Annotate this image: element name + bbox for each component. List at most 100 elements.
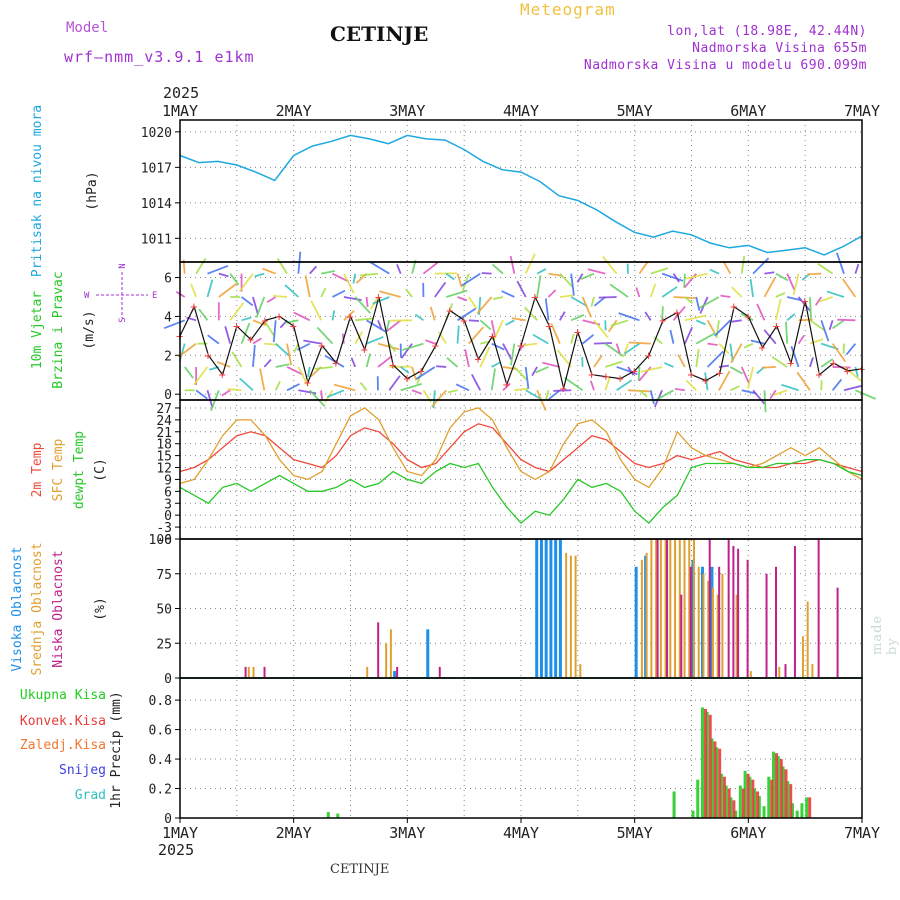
wind-arrow <box>468 319 479 322</box>
wind-arrow <box>807 272 822 276</box>
cloud-high-label: Visoka Oblacnost <box>10 546 25 671</box>
wind-arrow <box>525 389 542 401</box>
wind-gust-marker: + <box>830 356 837 370</box>
wind-arrow <box>231 351 243 368</box>
wind-arrow <box>826 290 845 298</box>
year-label-top: 2025 <box>163 84 199 102</box>
wind-gust-marker: + <box>659 313 666 327</box>
mid-cloud-bar <box>711 587 714 678</box>
wind-arrow <box>263 319 275 337</box>
wind-arrow <box>715 320 720 339</box>
mid-cloud-bar <box>697 566 700 678</box>
wind-arrow <box>677 354 686 368</box>
cloud-ytick-label: 0 <box>164 672 172 687</box>
wind-arrow <box>279 319 288 329</box>
wind-arrow <box>505 319 515 326</box>
cloud-ytick-label: 25 <box>156 637 172 652</box>
mid-cloud-bar <box>389 629 392 678</box>
wind-ytick-label: 6 <box>164 272 172 287</box>
wind-arrow <box>616 379 633 392</box>
wind-arrow <box>661 272 684 282</box>
high-cloud-bar <box>544 539 548 678</box>
wind-arrow <box>195 389 208 400</box>
wind-arrow <box>377 342 400 351</box>
wind-arrow <box>649 390 655 405</box>
wind-gust-marker: + <box>247 333 254 347</box>
wind-arrow <box>720 294 731 298</box>
wind-arrow <box>255 296 266 318</box>
total-precip-bar <box>762 806 766 818</box>
wind-arrow <box>275 363 290 368</box>
mid-cloud-bar <box>574 555 577 678</box>
wind-arrow <box>320 287 327 298</box>
wind-arrow <box>297 366 310 387</box>
wind-ytick-label: 0 <box>164 388 172 403</box>
wind-arrow <box>661 306 664 321</box>
wind-arrow <box>490 320 497 339</box>
wind-arrow <box>252 337 262 345</box>
mid-cloud-bar <box>247 666 250 678</box>
wind-arrow <box>468 326 485 345</box>
wind-arrow <box>218 272 229 278</box>
wind-arrow <box>649 283 657 298</box>
time-tick-top: 7MAY <box>844 102 880 120</box>
wind-gust-marker: + <box>801 294 808 308</box>
wind-arrow <box>359 381 368 391</box>
wind-gust-marker: + <box>190 300 197 314</box>
precip-ytick-label: 0 <box>164 812 172 827</box>
wind-arrow <box>750 339 765 345</box>
wind-arrow <box>616 366 638 375</box>
mid-cloud-bar <box>735 594 738 678</box>
wind-arrow <box>602 255 618 275</box>
wind-arrow <box>502 366 517 371</box>
mid-cloud-bar <box>385 643 388 678</box>
wind-arrow <box>252 319 267 327</box>
wind-arrow <box>650 267 669 275</box>
wind-arrow <box>559 311 566 321</box>
wind-arrow <box>740 312 754 322</box>
wind-arrow <box>674 387 685 392</box>
wind-arrow <box>193 366 209 386</box>
wind-arrow <box>455 383 470 392</box>
time-tick-bottom: 6MAY <box>730 824 766 842</box>
wind-arrow <box>547 289 557 298</box>
time-tick-top: 5MAY <box>617 102 653 120</box>
wind-arrow <box>510 343 516 366</box>
total-precip-bar <box>729 797 733 818</box>
wind-arrow <box>644 311 652 321</box>
wind-gust-marker: + <box>545 319 552 333</box>
mid-cloud-bar <box>693 539 695 678</box>
wind-arrow <box>429 306 436 321</box>
wind-arrow <box>266 296 277 304</box>
meteogram-label: Meteogram <box>520 0 616 19</box>
wind-arrow <box>545 390 550 401</box>
wind-arrow <box>240 322 251 344</box>
wind-arrow <box>293 343 300 354</box>
wind-gust-marker: + <box>460 313 467 327</box>
wind-arrow <box>221 389 231 397</box>
wind-arrow <box>309 389 326 407</box>
wind-arrow <box>775 272 789 282</box>
wind-arrow <box>587 268 606 275</box>
total-precip-bar <box>724 785 728 818</box>
wind-arrow <box>731 286 743 298</box>
wind-arrow <box>590 296 595 307</box>
temp-ytick-label: 15 <box>156 450 172 465</box>
wind-arrow <box>513 366 528 381</box>
wind-arrow <box>605 360 623 368</box>
wind-arrow <box>501 290 515 298</box>
temp-ytick-label: 6 <box>164 485 172 500</box>
wind-arrow <box>695 349 700 368</box>
wind-arrow <box>672 305 686 321</box>
low-cloud-bar <box>727 539 730 678</box>
low-cloud-bar <box>836 587 839 678</box>
time-tick-top: 3MAY <box>389 102 425 120</box>
wind-arrow <box>445 289 468 298</box>
wind-arrow <box>275 342 290 357</box>
wind-arrow <box>273 294 288 298</box>
wind-arrow <box>718 370 731 391</box>
temp-ytick-label: -3 <box>156 521 172 536</box>
temp-ytick-label: 12 <box>156 462 172 477</box>
wind-arrow <box>502 382 511 391</box>
